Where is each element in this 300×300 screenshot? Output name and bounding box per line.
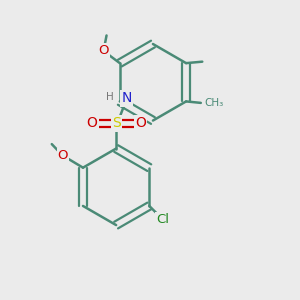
- Text: Cl: Cl: [156, 213, 169, 226]
- Text: O: O: [87, 116, 98, 130]
- Text: O: O: [135, 116, 146, 130]
- Text: S: S: [112, 116, 121, 130]
- Text: H: H: [106, 92, 114, 102]
- Text: N: N: [121, 92, 132, 106]
- Text: O: O: [58, 149, 68, 162]
- Text: O: O: [98, 44, 109, 57]
- Text: CH₃: CH₃: [204, 98, 224, 108]
